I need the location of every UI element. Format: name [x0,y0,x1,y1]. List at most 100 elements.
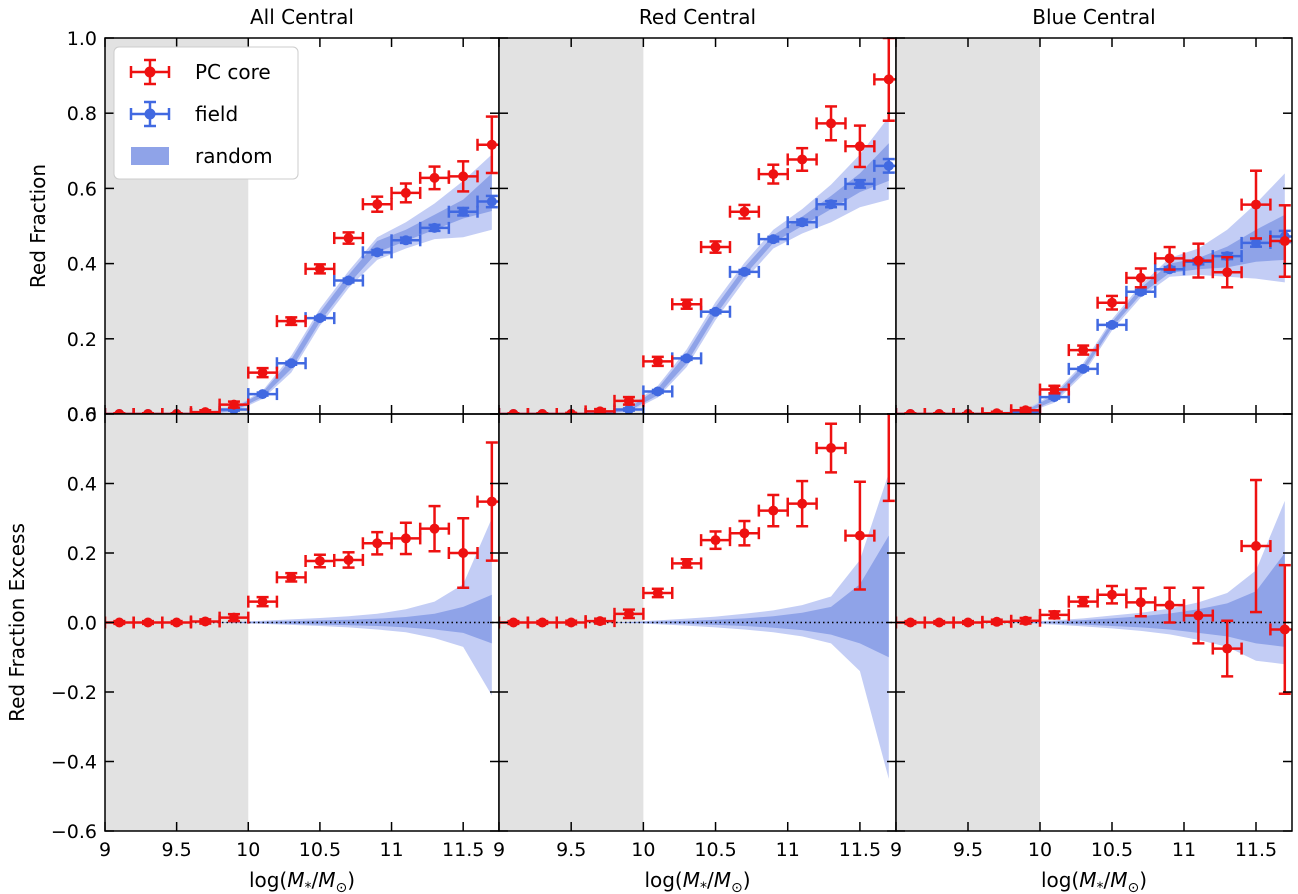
pc-core-point [595,406,606,414]
field-point [400,235,411,246]
pc-core-point [681,558,692,569]
pc-core-point [343,233,354,244]
field-point [314,313,325,324]
field-point [854,178,865,189]
x-axis-label-star: * [700,880,707,894]
field-point [486,196,497,207]
y-tick-label: 0.2 [67,329,97,351]
pc-core-point [142,409,153,414]
pc-core-point [314,555,325,566]
legend-pc-core-marker [144,66,156,78]
panel-1-0: −0.6 −0.4 −0.2 0.0 0.2 0.4 0.6 9 9.5 10 10.5 11 11.5… [51,404,500,894]
pc-core-point [508,409,519,414]
x-axis-label-suffix: ) [1139,868,1147,892]
y-tick-label: −0.4 [51,752,97,774]
x-axis-label-mass: M [287,868,304,892]
x-axis-label-prefix: log( [249,868,287,892]
x-tick-label: 9.5 [556,839,586,861]
y-tick-label: 0.4 [67,474,97,496]
pc-core-point [537,409,548,414]
y-tick-label: 0.0 [67,404,97,426]
field-point [1135,286,1146,297]
random-band-inner [910,553,1285,647]
pc-core-point [1222,643,1233,654]
field-point [257,389,268,400]
field-point [826,199,837,210]
x-axis-label-star: * [1097,880,1104,894]
pc-core-point [1049,609,1060,620]
x-tick-label: 10 [236,839,260,861]
field-point [458,206,469,217]
x-axis-label-suffix: ) [743,868,751,892]
pc-core-point [429,523,440,534]
x-axis-label-slash: / [312,868,319,892]
x-axis-label-star: * [305,880,312,894]
pc-core-point [710,242,721,253]
x-axis-label: log(M*/M⊙) [249,868,355,894]
pc-core-point [681,299,692,310]
pc-core-point [486,496,497,507]
pc-core-point [768,505,779,516]
y-tick-label: −0.6 [51,821,97,843]
field-point [1107,319,1117,330]
pc-core-point [1107,589,1117,600]
shaded-region [896,38,1040,414]
pc-core-point [228,612,239,623]
pc-core-point [963,617,973,628]
pc-core-point [372,199,383,210]
pc-core-point [200,616,211,627]
pc-core-point [991,616,1002,627]
panel-0-1: Red Central [498,5,897,415]
x-axis-label-mass: M [1079,868,1096,892]
pc-core-point [114,617,125,628]
pc-core-point [826,443,837,454]
pc-core-point [566,617,577,628]
pc-core-point [1251,199,1261,210]
panel-title: Blue Central [1032,5,1155,29]
pc-core-point [314,263,325,274]
field-point [343,275,354,286]
field-point [883,160,894,171]
legend-item-pc-core: PC core [129,58,271,86]
panel-title: Red Central [639,5,756,29]
field-point [710,306,721,317]
field-point [739,266,750,277]
field-point [797,217,808,228]
y-tick-label: 0.6 [67,178,97,200]
x-tick-label: 10.5 [299,839,341,861]
x-tick-label: 11 [379,839,403,861]
pc-core-point [400,187,411,198]
pc-core-point [905,617,916,628]
x-axis-label-msun: M [318,868,335,892]
pc-core-point [1222,267,1233,278]
pc-core-point [508,617,519,628]
field-point [429,222,440,233]
pc-core-point [768,169,779,180]
x-tick-label: 9 [493,839,505,861]
shaded-region [499,38,644,414]
x-axis-label: log(M*/M⊙) [644,868,750,894]
y-tick-label: −0.2 [51,682,97,704]
x-tick-label: 11 [776,839,800,861]
pc-core-point [458,171,469,182]
panel-title: All Central [250,5,354,29]
panel-plot-area [105,115,499,414]
pc-core-point [486,139,497,150]
x-axis-label-slash: / [1104,868,1111,892]
x-axis-label-prefix: log( [1041,868,1079,892]
pc-core-point [797,498,808,509]
random-band-outer [119,518,492,696]
x-axis-label-sun: ⊙ [336,880,348,894]
y-tick-label: 0.4 [67,254,97,276]
legend-random-label: random [195,144,273,168]
x-axis-label: log(M*/M⊙) [1041,868,1147,894]
x-tick-label: 9 [99,839,111,861]
panel-plot-area [499,38,896,414]
pc-core-point [1049,384,1060,395]
pc-core-point [228,399,239,410]
pc-core-point [739,528,750,539]
pc-core-point [797,154,808,165]
